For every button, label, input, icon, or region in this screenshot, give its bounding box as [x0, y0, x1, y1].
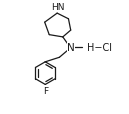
Text: F: F — [43, 87, 48, 96]
Text: N: N — [67, 43, 75, 53]
Text: HN: HN — [51, 3, 64, 12]
Text: H−Cl: H−Cl — [87, 43, 112, 53]
